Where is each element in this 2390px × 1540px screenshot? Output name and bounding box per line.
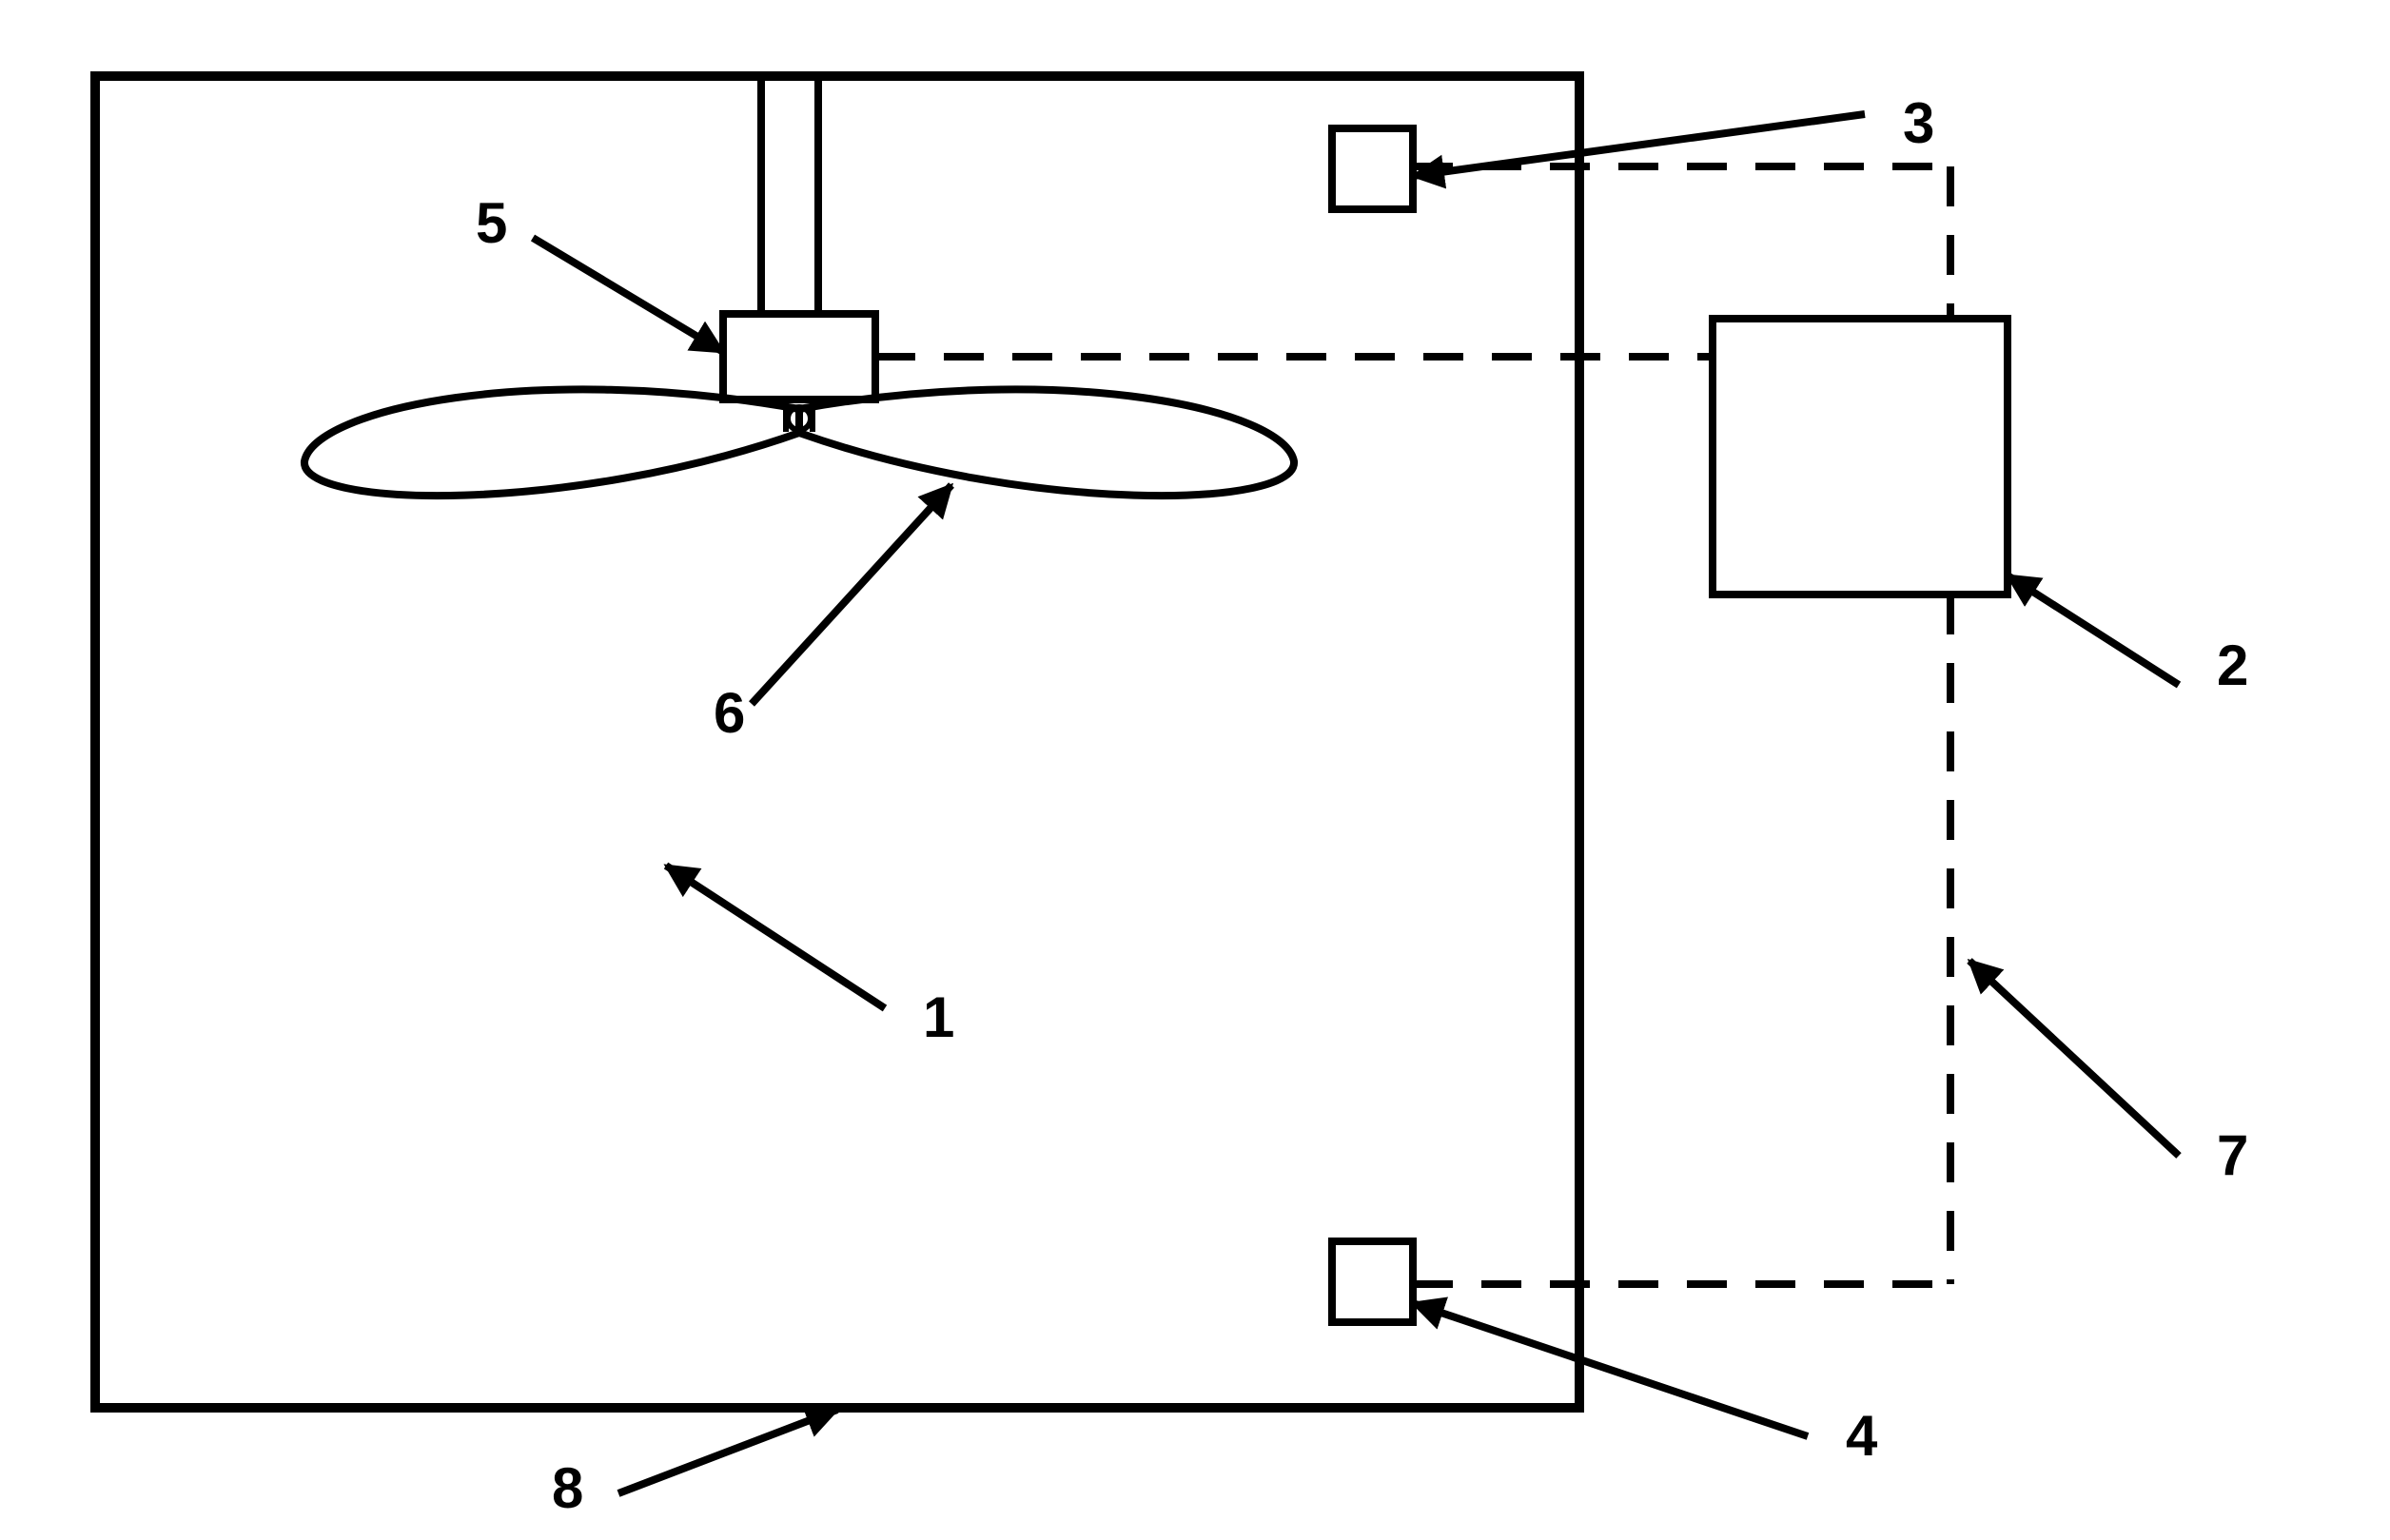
sensor-bottom <box>1332 1241 1413 1322</box>
callout-line-5 <box>533 238 723 352</box>
callout-label-4: 4 <box>1846 1404 1878 1468</box>
callout-line-4 <box>1413 1303 1808 1436</box>
callout-line-8 <box>618 1410 837 1493</box>
callout-label-8: 8 <box>552 1456 583 1520</box>
callout-label-6: 6 <box>714 681 745 745</box>
callout-label-5: 5 <box>476 191 507 255</box>
fan-blade-right <box>799 389 1294 496</box>
fan-blade-left <box>304 389 799 496</box>
callout-label-7: 7 <box>2217 1123 2248 1187</box>
callout-label-1: 1 <box>923 985 954 1049</box>
sensor-top <box>1332 128 1413 209</box>
controller <box>1713 319 2008 595</box>
callout-line-6 <box>752 485 951 704</box>
callout-label-2: 2 <box>2217 634 2248 697</box>
fan-motor <box>723 314 875 400</box>
callout-line-7 <box>1969 961 2179 1156</box>
callout-line-2 <box>2008 575 2179 685</box>
callout-line-1 <box>666 866 885 1008</box>
room-enclosure <box>95 76 1579 1408</box>
callout-label-3: 3 <box>1903 91 1934 155</box>
